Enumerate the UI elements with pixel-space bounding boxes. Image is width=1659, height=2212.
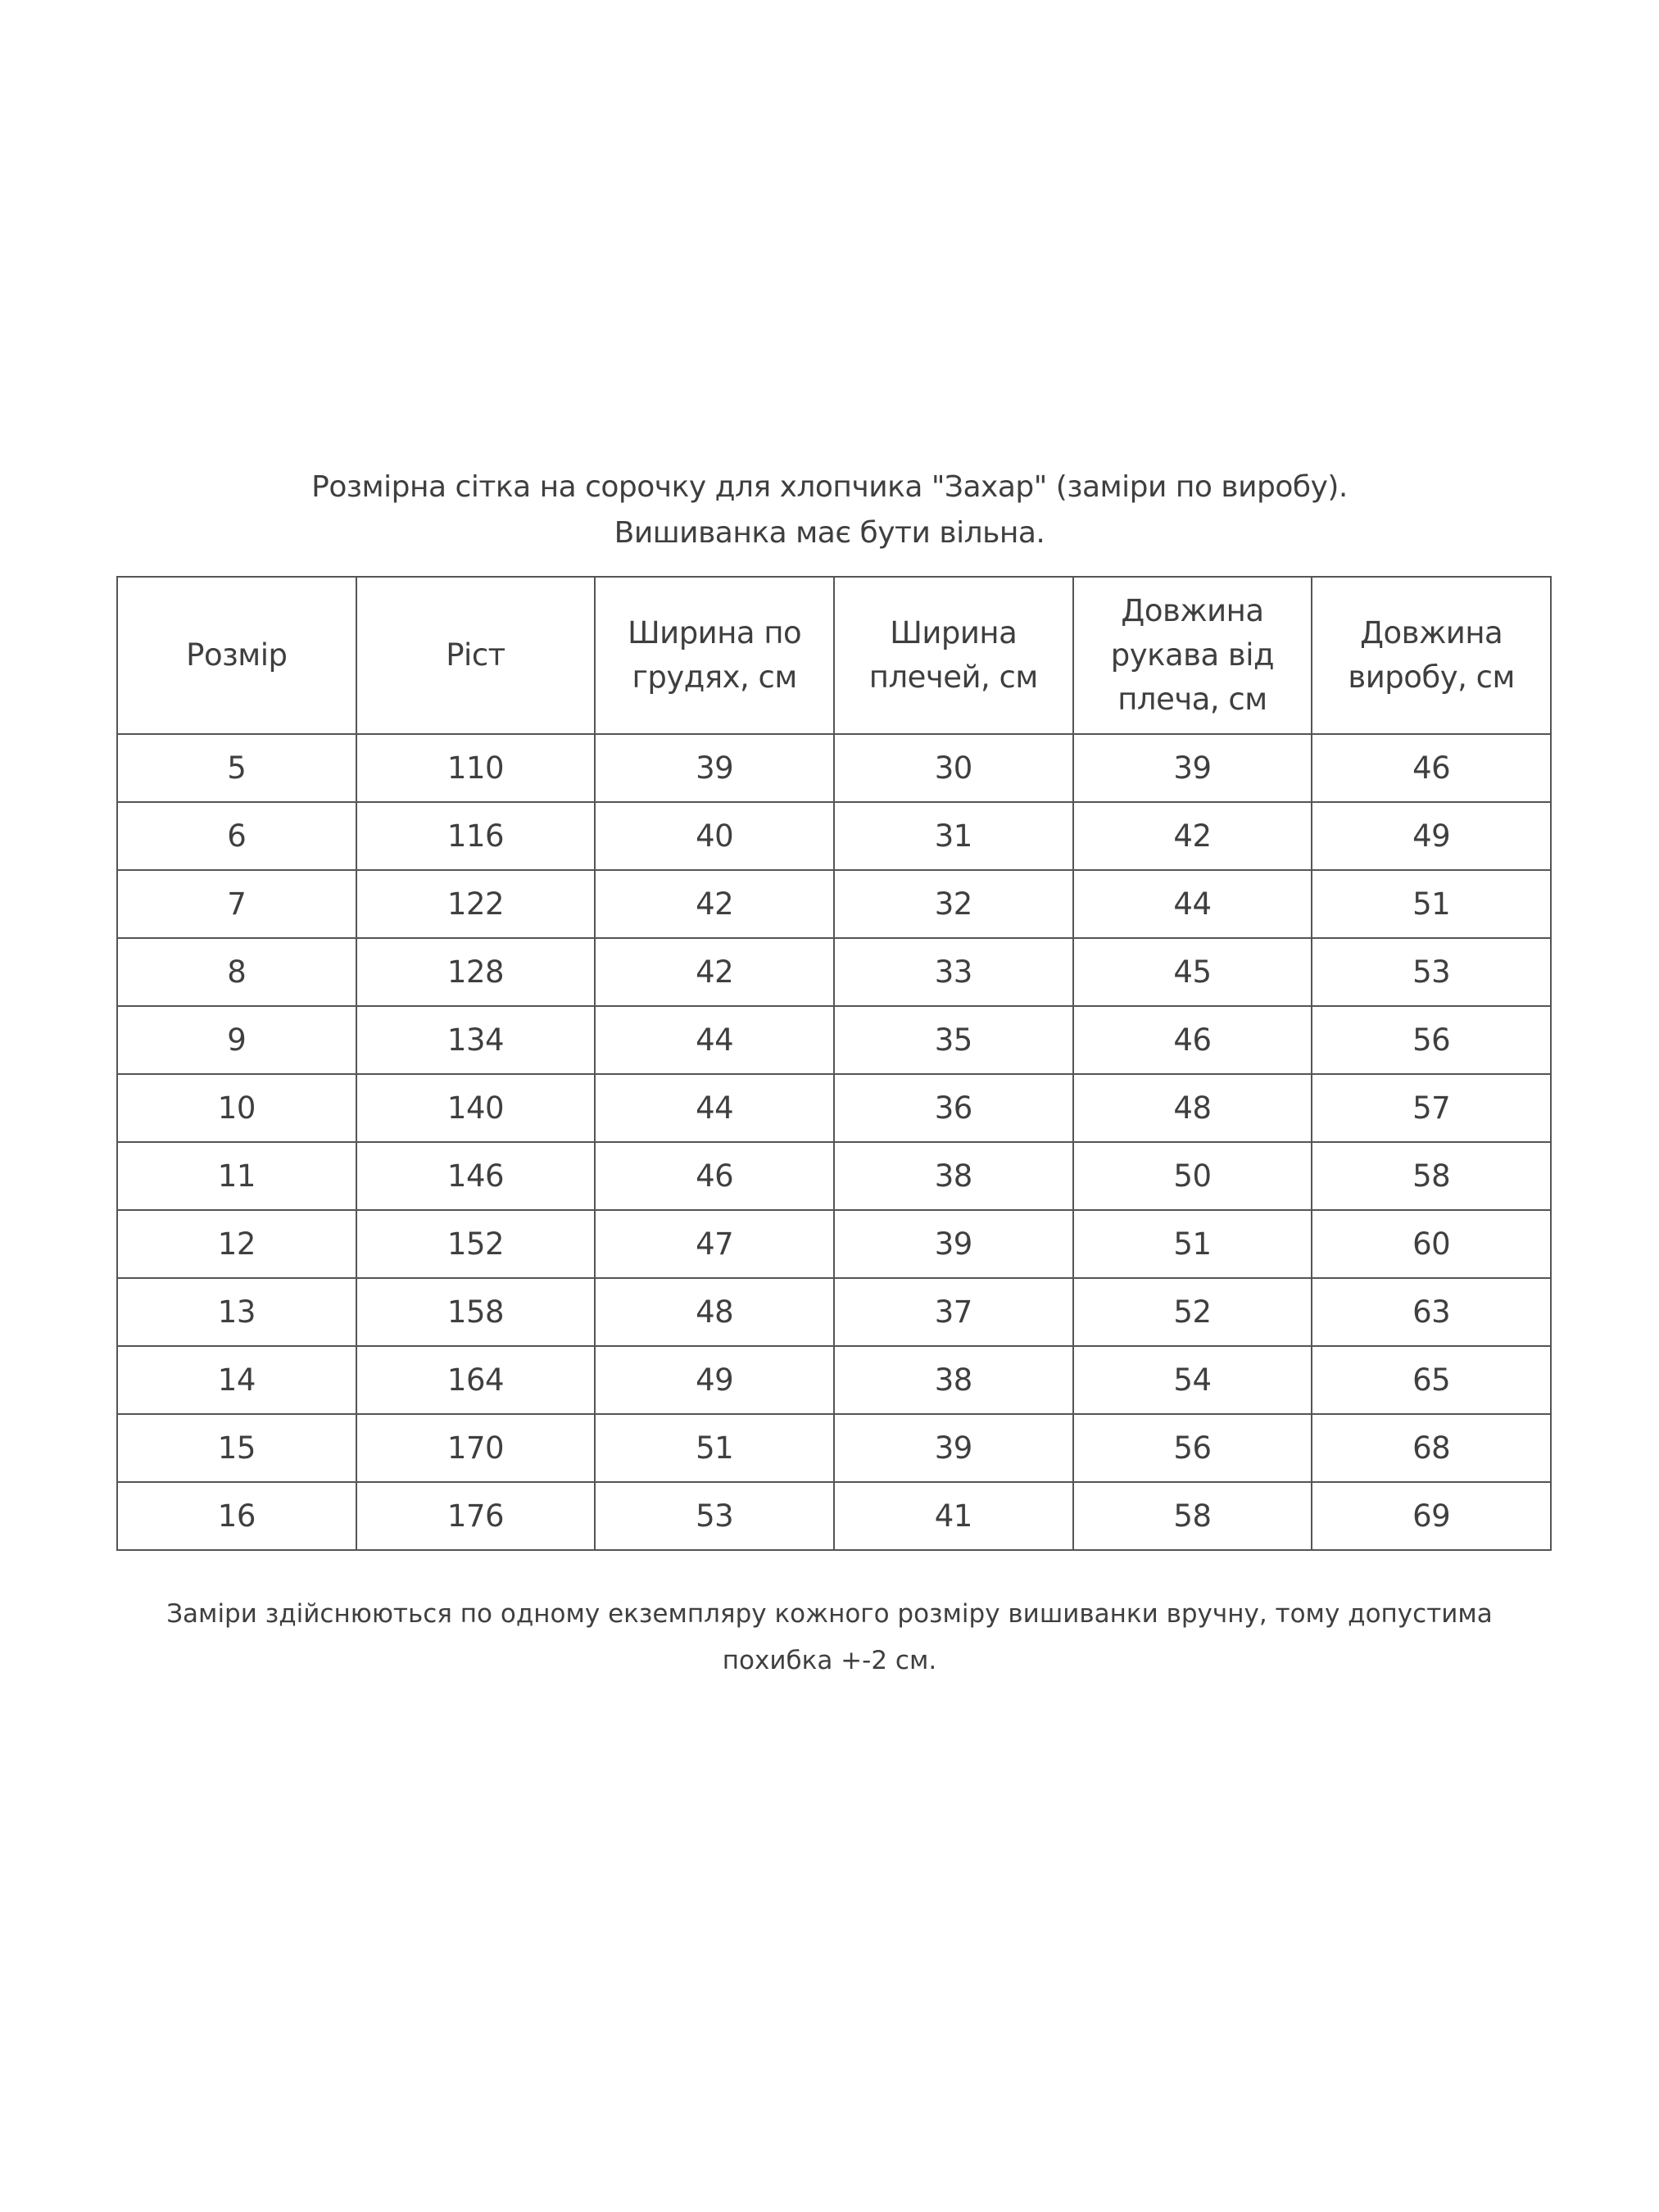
column-header: Довжина виробу, см [1311, 576, 1552, 735]
table-cell: 57 [1311, 1073, 1552, 1143]
table-cell: 6 [116, 801, 357, 871]
table-cell: 65 [1311, 1345, 1552, 1415]
table-cell: 45 [1072, 937, 1313, 1007]
table-cell: 16 [116, 1481, 357, 1551]
table-cell: 146 [355, 1141, 596, 1211]
table-cell: 48 [594, 1277, 835, 1347]
table-cell: 63 [1311, 1277, 1552, 1347]
table-cell: 56 [1072, 1413, 1313, 1483]
table-cell: 15 [116, 1413, 357, 1483]
table-row: 15 170 51 39 56 68 [116, 1413, 1552, 1483]
table-cell: 44 [1072, 869, 1313, 939]
table-cell: 164 [355, 1345, 596, 1415]
table-cell: 38 [832, 1345, 1074, 1415]
table-cell: 11 [116, 1141, 357, 1211]
table-cell: 170 [355, 1413, 596, 1483]
footnote: Заміри здійснюються по одному екземпляру… [166, 1599, 1493, 1675]
table-row: 12 152 47 39 51 60 [116, 1209, 1552, 1279]
table-cell: 10 [116, 1073, 357, 1143]
table-cell: 53 [594, 1481, 835, 1551]
table-cell: 50 [1072, 1141, 1313, 1211]
table-cell: 41 [832, 1481, 1074, 1551]
table-cell: 12 [116, 1209, 357, 1279]
table-cell: 128 [355, 937, 596, 1007]
table-cell: 110 [355, 733, 596, 803]
table-cell: 51 [594, 1413, 835, 1483]
table-cell: 60 [1311, 1209, 1552, 1279]
table-cell: 49 [1311, 801, 1552, 871]
column-header: Ріст [355, 576, 596, 735]
table-row: 16 176 53 41 58 69 [116, 1481, 1552, 1551]
table-row: 10 140 44 36 48 57 [116, 1073, 1552, 1143]
table-row: 6 116 40 31 42 49 [116, 801, 1552, 871]
table-cell: 58 [1072, 1481, 1313, 1551]
table-cell: 122 [355, 869, 596, 939]
table-cell: 68 [1311, 1413, 1552, 1483]
table-row: 8 128 42 33 45 53 [116, 937, 1552, 1007]
table-cell: 58 [1311, 1141, 1552, 1211]
table-cell: 52 [1072, 1277, 1313, 1347]
table-cell: 36 [832, 1073, 1074, 1143]
table-cell: 5 [116, 733, 357, 803]
table-cell: 14 [116, 1345, 357, 1415]
table-cell: 48 [1072, 1073, 1313, 1143]
table-row: 13 158 48 37 52 63 [116, 1277, 1552, 1347]
table-cell: 46 [1311, 733, 1552, 803]
table-cell: 40 [594, 801, 835, 871]
table-cell: 47 [594, 1209, 835, 1279]
table-cell: 8 [116, 937, 357, 1007]
size-table: Розмір Ріст Ширина по грудях, см Ширина пле… [116, 576, 1552, 1551]
header-row: Розмір Ріст Ширина по грудях, см Ширина пле… [116, 576, 1552, 735]
table-cell: 37 [832, 1277, 1074, 1347]
table-cell: 38 [832, 1141, 1074, 1211]
table-cell: 7 [116, 869, 357, 939]
page-subtitle: Вишиванка має бути вільна. [614, 516, 1045, 550]
column-header: Довжина рукава від плеча, см [1072, 576, 1313, 735]
table-cell: 44 [594, 1005, 835, 1075]
table-cell: 116 [355, 801, 596, 871]
table-cell: 51 [1072, 1209, 1313, 1279]
table-cell: 42 [594, 869, 835, 939]
table-row: 14 164 49 38 54 65 [116, 1345, 1552, 1415]
table-cell: 42 [1072, 801, 1313, 871]
table-cell: 49 [594, 1345, 835, 1415]
table-cell: 53 [1311, 937, 1552, 1007]
table-cell: 32 [832, 869, 1074, 939]
table-cell: 46 [594, 1141, 835, 1211]
table-row: 5 110 39 30 39 46 [116, 733, 1552, 803]
table-cell: 39 [594, 733, 835, 803]
table-cell: 33 [832, 937, 1074, 1007]
table-cell: 140 [355, 1073, 596, 1143]
table-cell: 51 [1311, 869, 1552, 939]
column-header: Розмір [116, 576, 357, 735]
table-cell: 39 [832, 1209, 1074, 1279]
table-row: 9 134 44 35 46 56 [116, 1005, 1552, 1075]
table-cell: 152 [355, 1209, 596, 1279]
table-cell: 54 [1072, 1345, 1313, 1415]
table-row: 7 122 42 32 44 51 [116, 869, 1552, 939]
table-cell: 44 [594, 1073, 835, 1143]
table-cell: 69 [1311, 1481, 1552, 1551]
table-cell: 13 [116, 1277, 357, 1347]
table-cell: 46 [1072, 1005, 1313, 1075]
table-cell: 42 [594, 937, 835, 1007]
page-title: Розмірна сітка на сорочку для хлопчика "… [311, 470, 1348, 504]
table-cell: 31 [832, 801, 1074, 871]
column-header: Ширина плечей, см [832, 576, 1074, 735]
table-cell: 30 [832, 733, 1074, 803]
table-cell: 39 [832, 1413, 1074, 1483]
table-cell: 39 [1072, 733, 1313, 803]
column-header: Ширина по грудях, см [594, 576, 835, 735]
table-cell: 158 [355, 1277, 596, 1347]
table-cell: 56 [1311, 1005, 1552, 1075]
table-cell: 176 [355, 1481, 596, 1551]
table-cell: 35 [832, 1005, 1074, 1075]
table-cell: 9 [116, 1005, 357, 1075]
table-row: 11 146 46 38 50 58 [116, 1141, 1552, 1211]
table-cell: 134 [355, 1005, 596, 1075]
